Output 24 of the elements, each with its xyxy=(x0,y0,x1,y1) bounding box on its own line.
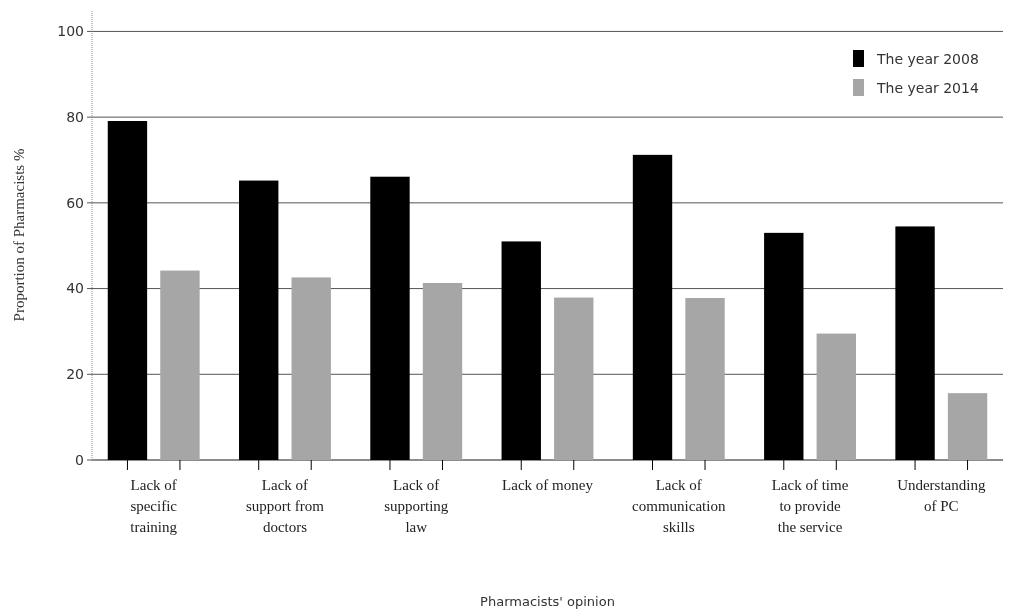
y-tick-label: 60 xyxy=(66,194,84,211)
bar xyxy=(816,333,856,460)
bar xyxy=(685,298,725,460)
y-axis-title: Proportion of Pharmacists % xyxy=(11,148,27,322)
x-tick-label: Lack of communication skills xyxy=(632,477,726,535)
y-tick-label: 100 xyxy=(57,23,84,40)
y-tick-label: 40 xyxy=(66,280,84,297)
x-tick-label: Lack of time to provide the service xyxy=(771,477,849,535)
bar xyxy=(947,393,988,460)
x-tick-label: Lack of money xyxy=(502,477,594,493)
x-tick-label: Lack of supporting law xyxy=(384,477,449,535)
y-tick-label: 80 xyxy=(66,109,84,126)
bar xyxy=(160,270,200,460)
x-axis-title: Pharmacists' opinion xyxy=(480,594,615,609)
bar xyxy=(291,277,331,460)
x-tick-label: Lack of support from doctors xyxy=(246,477,325,535)
legend-label: The year 2014 xyxy=(876,79,979,96)
x-tick-label: Lack of specific training xyxy=(130,477,178,535)
x-tick-label: Understanding of PC xyxy=(897,477,986,514)
y-tick-label: 20 xyxy=(66,366,84,383)
bar xyxy=(422,283,463,460)
y-tick-label: 0 xyxy=(75,451,84,468)
bar xyxy=(554,297,594,460)
legend-label: The year 2008 xyxy=(876,50,979,67)
